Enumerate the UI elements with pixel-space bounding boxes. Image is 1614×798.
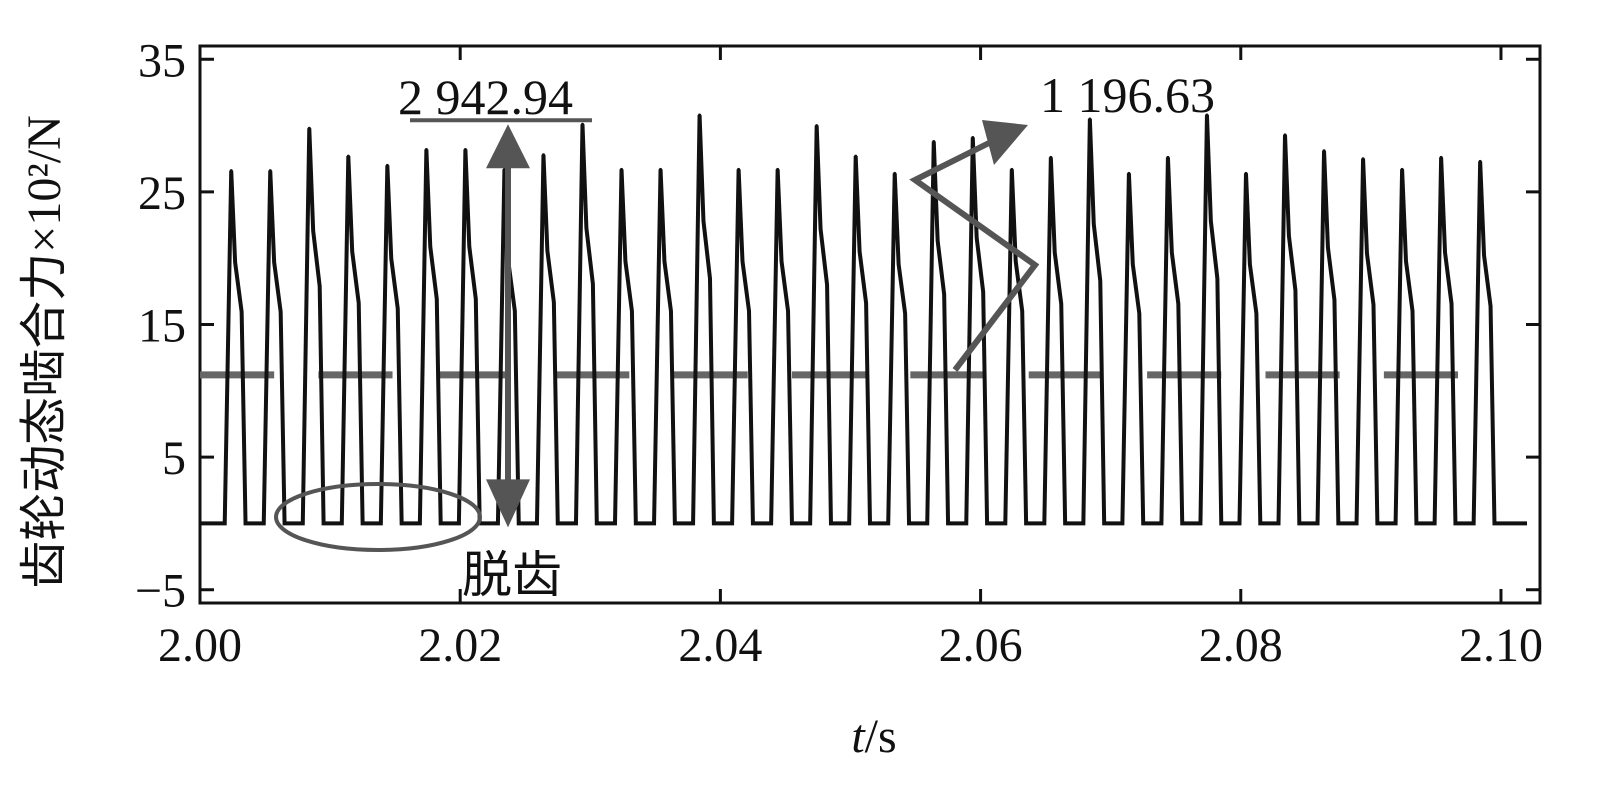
force-peak-point [1010, 167, 1014, 171]
force-peak-point [424, 147, 428, 151]
amplitude-pointer-head [982, 120, 1028, 165]
force-peak-point [1244, 171, 1248, 175]
y-tick-label: 5 [162, 432, 186, 485]
amplitude-value-label: 1 196.63 [1040, 67, 1215, 123]
force-peak-point [893, 171, 897, 175]
force-peak-point [971, 136, 975, 140]
x-axis-title: t/s [851, 710, 896, 763]
force-peak-point [1049, 155, 1053, 159]
range-arrow-head-bottom [486, 479, 530, 528]
force-peak-point [854, 154, 858, 158]
disengage-ellipse [274, 482, 482, 552]
y-tick-label: 35 [138, 34, 186, 87]
force-peak-point [659, 167, 663, 171]
force-peak-point [776, 167, 780, 171]
plot-area: 35 25 15 5 −52.00 2.02 2.04 2.06 2.08 2.10 2 942.9… [135, 34, 1543, 672]
force-peak-point [1439, 155, 1443, 159]
x-tick-label: 2.02 [418, 619, 502, 672]
force-peak-point [1361, 157, 1365, 161]
amplitude-pointer [909, 137, 1040, 372]
y-tick-label: −5 [135, 565, 186, 618]
force-peak-point [307, 126, 311, 130]
force-peak-point [815, 124, 819, 128]
force-peak-point [1205, 113, 1209, 117]
force-peak-point [1088, 117, 1092, 121]
y-tick-label: 25 [138, 167, 186, 220]
max-value-label: 2 942.94 [398, 69, 573, 125]
x-tick-label: 2.10 [1459, 619, 1543, 672]
force-peak-point [463, 147, 467, 151]
force-peak-point [580, 122, 584, 126]
force-peak-point [385, 163, 389, 167]
force-peak-point [932, 139, 936, 143]
force-peak-point [1166, 155, 1170, 159]
force-peak-point [1283, 133, 1287, 137]
x-tick-label: 2.00 [158, 619, 242, 672]
x-tick-label: 2.04 [678, 619, 762, 672]
force-series-line [200, 114, 1527, 526]
force-peak-point [229, 169, 233, 173]
x-axis-title-var: t [851, 710, 866, 763]
y-axis-title: 齿轮动态啮合力×10²/N [18, 115, 71, 588]
force-peak-point [1127, 171, 1131, 175]
force-peak-point [698, 113, 702, 117]
force-peak-point [268, 169, 272, 173]
force-peak-point [1400, 167, 1404, 171]
range-arrow-head-top [486, 124, 530, 169]
force-peak-point [346, 154, 350, 158]
force-peak-point [1322, 149, 1326, 153]
x-tick-label: 2.06 [939, 619, 1023, 672]
force-peak-point [737, 167, 741, 171]
force-peak-point [1478, 159, 1482, 163]
force-peak-point [541, 153, 545, 157]
y-tick-label: 15 [138, 300, 186, 353]
disengage-label: 脱齿 [462, 547, 562, 603]
force-peak-point [620, 167, 624, 171]
x-tick-label: 2.08 [1199, 619, 1283, 672]
x-axis-title-unit: /s [865, 710, 897, 763]
